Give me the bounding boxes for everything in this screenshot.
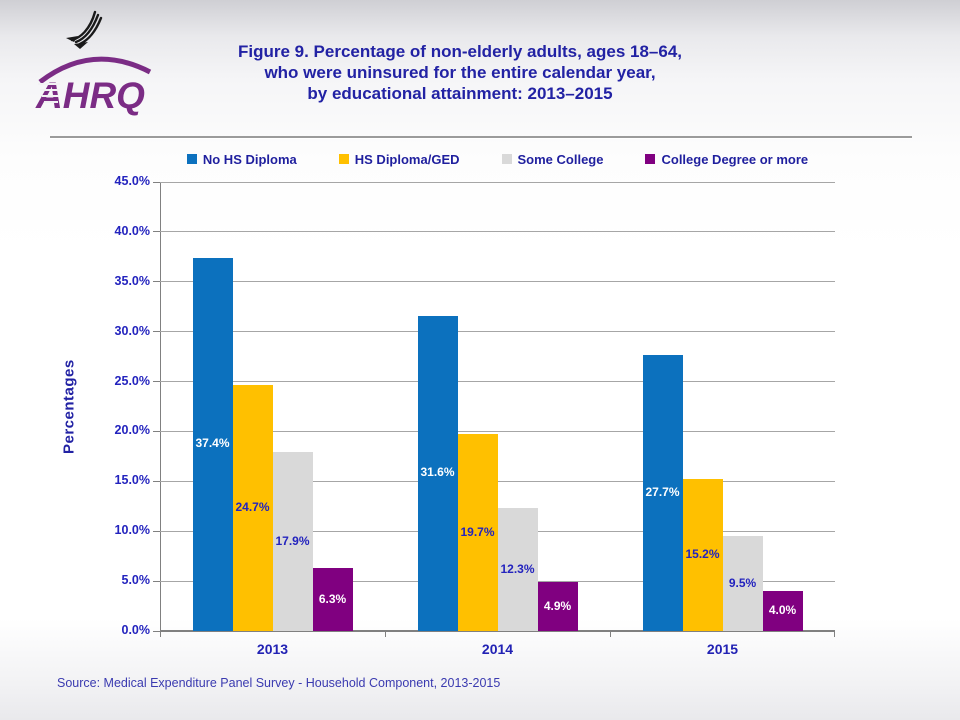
y-tick-label: 15.0%	[114, 473, 150, 488]
gridline	[160, 231, 835, 233]
y-axis-tick	[153, 630, 160, 632]
y-axis-tick	[153, 331, 160, 333]
category-label: 2015	[706, 641, 739, 657]
hhs-eagle-icon	[66, 10, 103, 49]
legend-label: No HS Diploma	[202, 151, 297, 167]
x-axis-tick	[610, 631, 611, 637]
bar-value-label: 4.0%	[768, 603, 797, 618]
bar-2013-college-degree-or-more	[312, 568, 353, 631]
y-tick-label: 10.0%	[114, 523, 150, 538]
gridline	[160, 480, 835, 482]
legend-item: No HS Diploma	[186, 151, 297, 167]
bar-2015-no-hs-diploma	[642, 354, 683, 631]
bar-value-label: 37.4%	[195, 436, 230, 451]
legend-swatch-icon	[501, 154, 512, 164]
x-axis-tick	[160, 631, 161, 637]
y-tick-label: 25.0%	[114, 373, 150, 388]
y-tick-label: 35.0%	[114, 273, 150, 288]
bar-value-label: 15.2%	[685, 547, 720, 562]
figure-title-line2: who were uninsured for the entire calend…	[264, 63, 656, 82]
figure-title-line1: Figure 9. Percentage of non-elderly adul…	[237, 42, 683, 61]
legend-label: HS Diploma/GED	[354, 151, 460, 167]
figure-title-line3: by educational attainment: 2013–2015	[307, 84, 613, 103]
legend-swatch-icon	[338, 154, 349, 164]
bar-value-label: 27.7%	[645, 484, 680, 499]
bar-value-label: 9.5%	[728, 575, 757, 590]
source-note: Source: Medical Expenditure Panel Survey…	[57, 676, 501, 690]
bar-2014-college-degree-or-more	[537, 582, 578, 631]
y-axis-tick	[153, 430, 160, 432]
bar-value-label: 24.7%	[235, 499, 270, 514]
plot-area: Percentages 0.0% 5.0% 10.0% 15.0% 20.0% 25.0%…	[61, 174, 835, 657]
header-divider	[50, 136, 912, 138]
bar-2013-hs-diploma-ged	[232, 384, 273, 631]
category-label: 2014	[481, 641, 514, 657]
bar-value-label: 4.9%	[543, 598, 572, 613]
legend: No HS Diploma HS Diploma/GED Some College C…	[140, 149, 855, 169]
y-axis-tick	[153, 580, 160, 582]
figure-title: Figure 9. Percentage of non-elderly adul…	[170, 41, 750, 104]
bar-2014-no-hs-diploma	[417, 315, 458, 631]
bar-2013-no-hs-diploma	[192, 257, 233, 631]
gridline	[160, 281, 835, 283]
y-axis-tick	[153, 231, 160, 233]
y-axis-title: Percentages	[60, 359, 78, 454]
y-axis-tick	[153, 480, 160, 482]
legend-item: College Degree or more	[645, 152, 808, 167]
legend-item: HS Diploma/GED	[338, 151, 460, 167]
y-tick-label: 0.0%	[121, 623, 151, 637]
ahrq-logo: AHRQ	[35, 56, 152, 116]
gridline	[160, 181, 835, 183]
bar-value-label: 6.3%	[318, 591, 347, 606]
category-label: 2013	[256, 641, 289, 657]
bar-value-label: 19.7%	[460, 524, 495, 539]
gridline	[160, 381, 835, 383]
y-tick-label: 30.0%	[114, 323, 150, 338]
legend-label: Some College	[517, 151, 604, 167]
bar-2015-college-degree-or-more	[762, 591, 803, 631]
x-axis-tick	[385, 631, 386, 637]
bar-2015-hs-diploma-ged	[682, 479, 723, 631]
y-tick-label: 40.0%	[114, 223, 150, 238]
y-axis-tick	[153, 281, 160, 283]
bar-2015-some-college	[722, 536, 763, 631]
bar-2013-some-college	[272, 452, 313, 631]
bar-value-label: 31.6%	[420, 465, 455, 480]
y-axis	[160, 182, 161, 631]
bar-value-label: 12.3%	[500, 561, 535, 576]
y-axis-tick	[153, 181, 160, 183]
legend-swatch-icon	[186, 154, 197, 164]
gridline	[160, 331, 835, 333]
gridline	[160, 430, 835, 432]
legend-swatch-icon	[645, 154, 656, 164]
y-axis-tick	[153, 381, 160, 383]
bar-2014-some-college	[497, 508, 538, 631]
x-axis	[160, 630, 835, 632]
y-axis-tick	[153, 530, 160, 532]
legend-label: College Degree or more	[661, 151, 809, 167]
y-tick-label: 45.0%	[114, 174, 150, 188]
legend-item: Some College	[501, 151, 604, 167]
bar-2014-hs-diploma-ged	[457, 434, 498, 631]
x-axis-tick	[834, 631, 835, 637]
y-tick-label: 20.0%	[114, 423, 150, 438]
bar-value-label: 17.9%	[275, 533, 310, 548]
y-tick-label: 5.0%	[121, 573, 151, 588]
